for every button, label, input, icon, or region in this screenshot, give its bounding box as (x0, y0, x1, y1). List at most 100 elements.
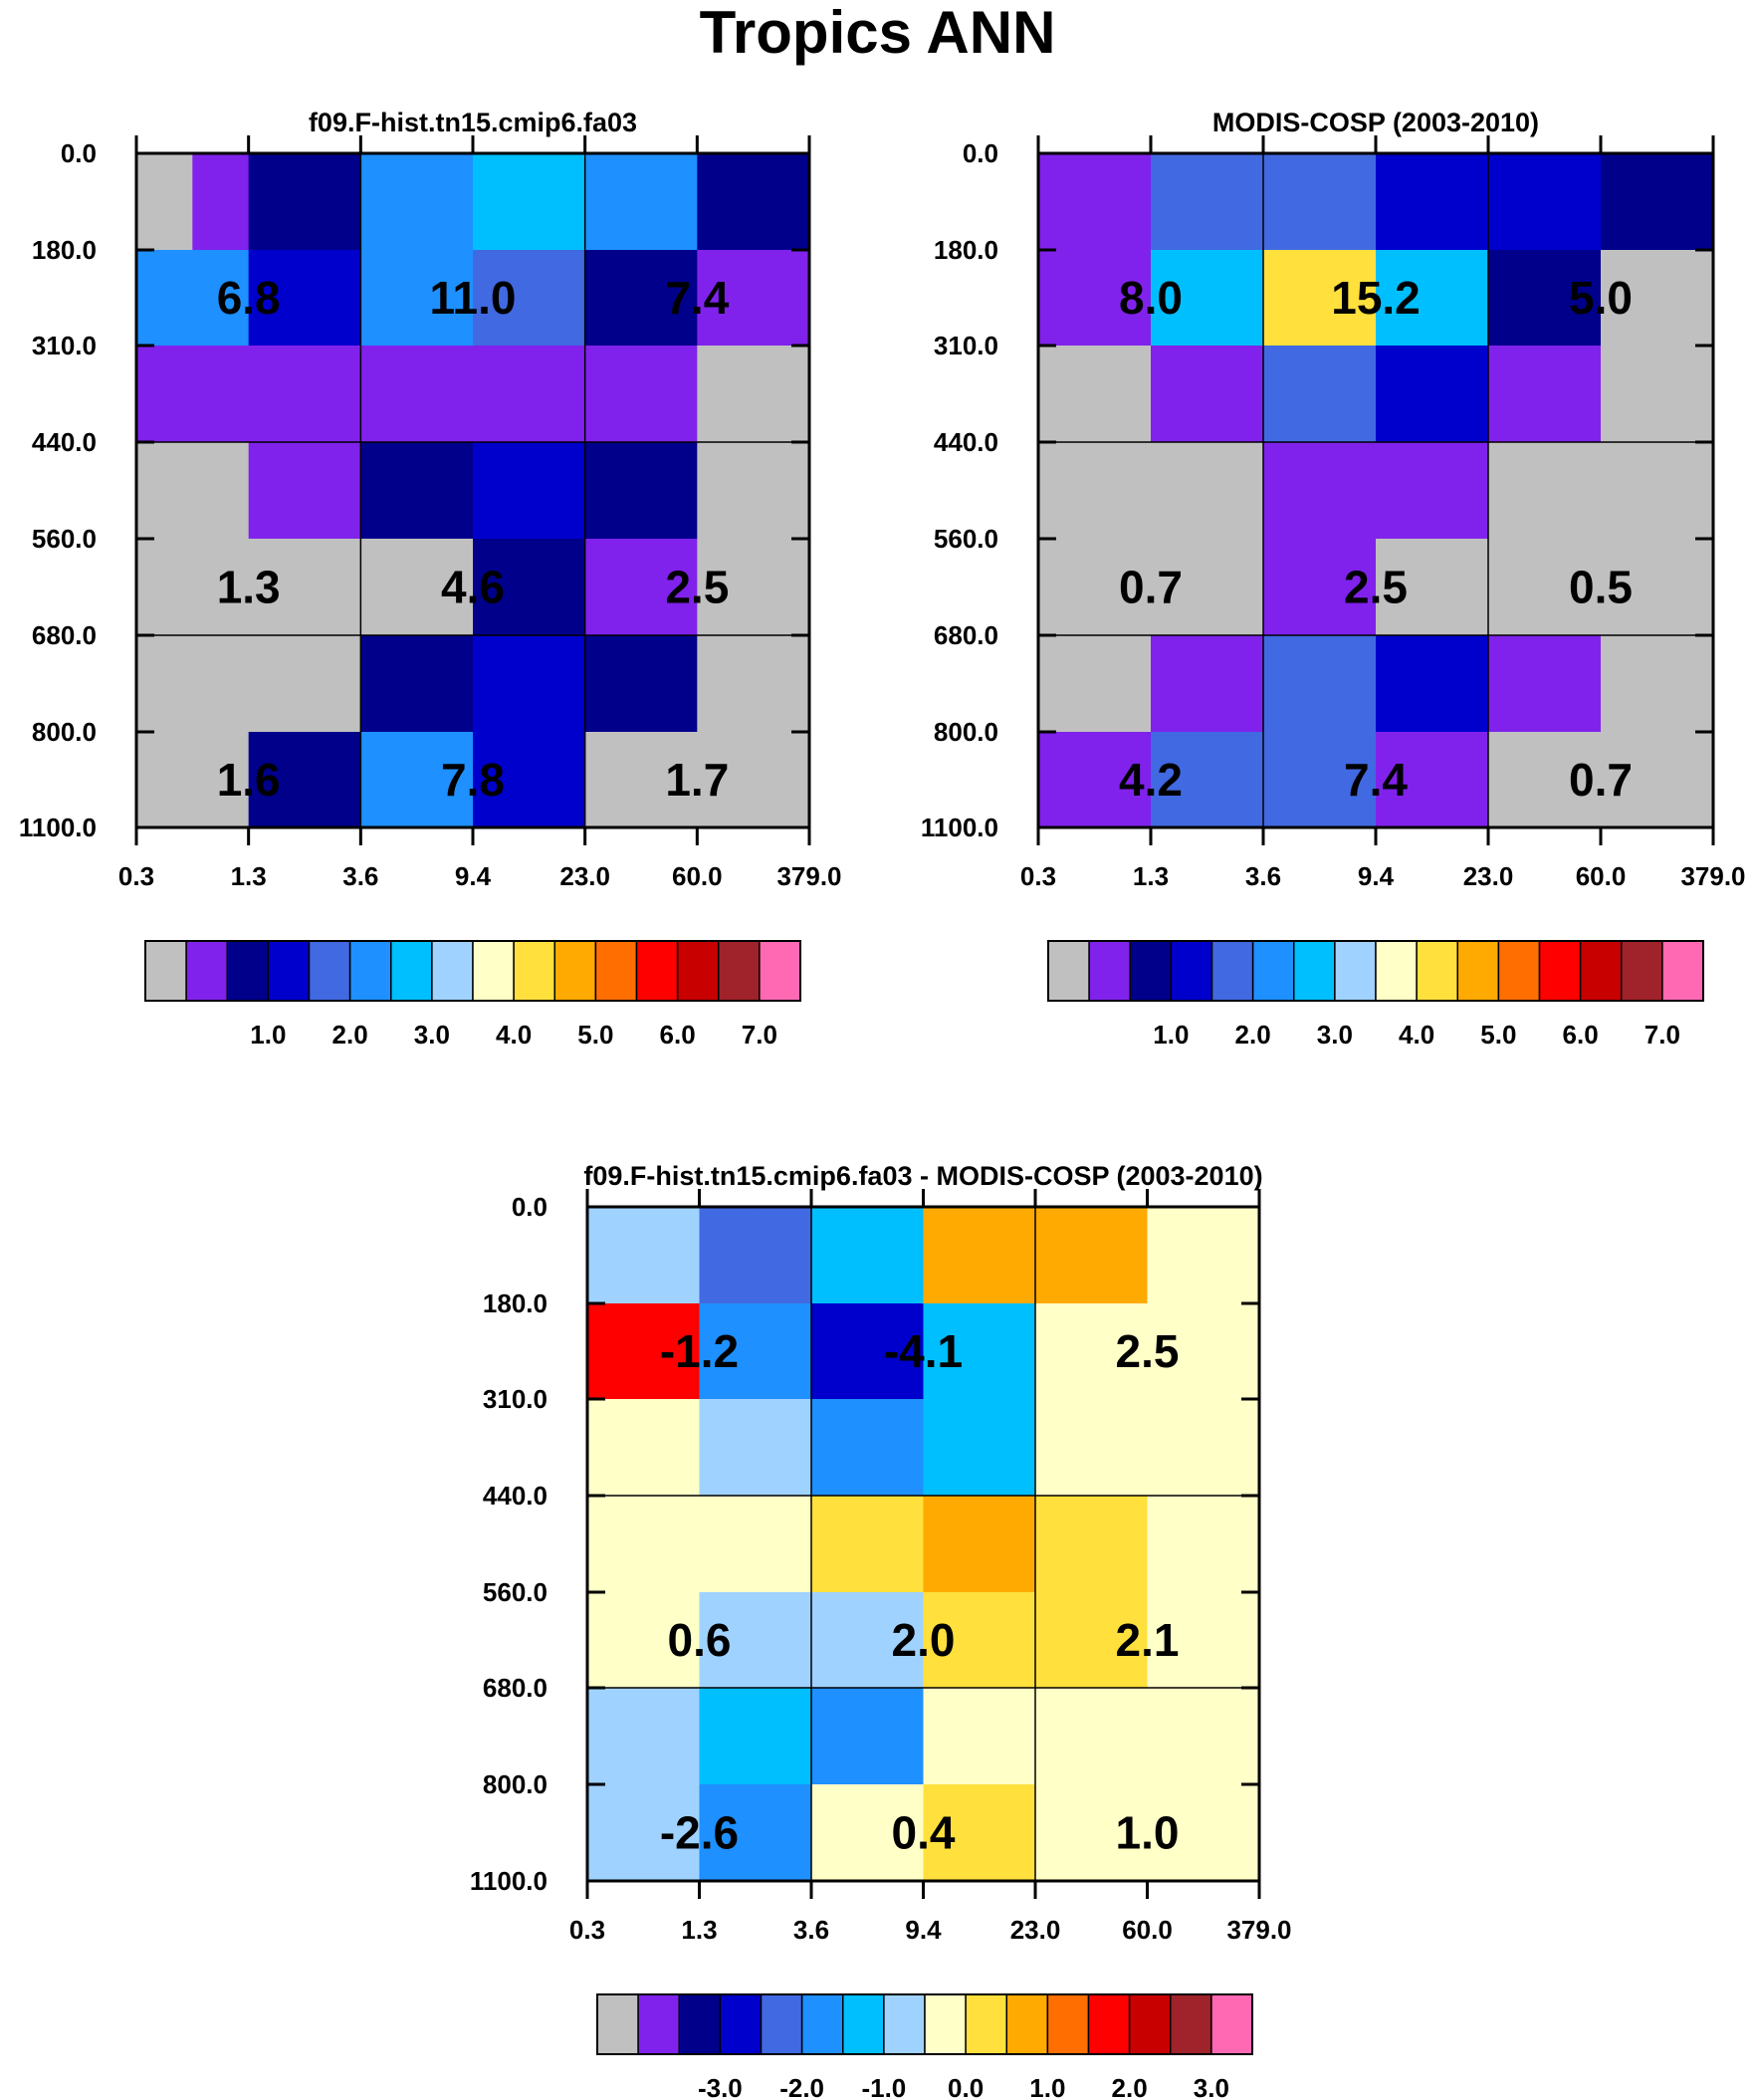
colorbar-swatch (637, 1993, 681, 2055)
histogram-cell (699, 1399, 757, 1497)
y-tick-label: 1100.0 (921, 813, 998, 842)
bin-value-label: 4.6 (441, 562, 505, 613)
x-tick-label: 23.0 (1010, 1915, 1061, 1945)
histogram-cell (1601, 732, 1658, 828)
y-tick-label: 0.0 (512, 1192, 548, 1222)
histogram-cell (584, 732, 642, 828)
panel-title: f09.F-hist.tn15.cmip6.fa03 - MODIS-COSP … (583, 1161, 1262, 1191)
bin-value-label: 5.0 (1569, 272, 1633, 324)
histogram-cell (1488, 346, 1546, 443)
histogram-cell (473, 732, 530, 828)
histogram-cell (305, 635, 361, 733)
y-tick-label: 680.0 (32, 620, 97, 650)
histogram-cell (1091, 1784, 1149, 1882)
histogram-cell (1488, 635, 1546, 733)
histogram-cell (643, 1592, 701, 1689)
colorbar-label: 7.0 (1645, 1020, 1680, 1050)
histogram-cell (473, 442, 530, 540)
x-tick-label: 1.3 (681, 1915, 717, 1945)
colorbar-swatch (1661, 940, 1704, 1002)
histogram-cell (699, 1303, 757, 1400)
histogram-cell (1151, 635, 1208, 733)
histogram-cell (643, 1784, 701, 1882)
histogram-cell (643, 1496, 701, 1593)
bin-value-label: 0.7 (1119, 562, 1183, 613)
colorbar-swatch (1456, 940, 1500, 1002)
histogram-cell (867, 1784, 925, 1882)
colorbar-swatch (1088, 940, 1132, 1002)
histogram-cell (1038, 635, 1096, 733)
histogram-cell (923, 1784, 981, 1882)
y-tick-label: 800.0 (934, 717, 998, 747)
bin-value-label: 1.6 (217, 754, 281, 806)
histogram-cell (923, 1303, 981, 1400)
histogram-cell (587, 1592, 644, 1689)
histogram-cell (979, 1399, 1036, 1497)
histogram-cell (1147, 1784, 1205, 1882)
y-tick-label: 180.0 (32, 235, 97, 265)
histogram-cell (1207, 250, 1264, 347)
histogram-cell (1544, 635, 1602, 733)
histogram-cell (1431, 250, 1489, 347)
colorbar-swatch (676, 940, 720, 1002)
histogram-cell (755, 1784, 812, 1882)
x-tick-label: 9.4 (1358, 861, 1395, 891)
histogram-cell (755, 1592, 812, 1689)
histogram-cell (1319, 635, 1377, 733)
x-tick-label: 379.0 (1226, 1915, 1291, 1945)
bin-value-label: 2.0 (892, 1614, 956, 1666)
histogram-cell (1035, 1688, 1092, 1785)
histogram-cell (1038, 732, 1096, 828)
y-tick-label: 560.0 (934, 524, 998, 554)
histogram-cell (1147, 1399, 1205, 1497)
histogram-cell (192, 442, 250, 540)
histogram-cell (1035, 1592, 1092, 1689)
histogram-cell (641, 250, 698, 347)
bin-value-label: 15.2 (1331, 272, 1421, 324)
histogram-cell (867, 1496, 925, 1593)
histogram-cell (529, 539, 586, 636)
histogram-cell (643, 1303, 701, 1400)
bin-value-label: 11.0 (430, 272, 517, 324)
colorbar-label: 3.0 (1317, 1020, 1353, 1050)
histogram-cell (587, 1688, 644, 1785)
histogram-cell (1038, 539, 1096, 636)
histogram-cell (1656, 732, 1714, 828)
obs-histogram-panel: MODIS-COSP (2003-2010) 0.0 180.0 310.0 440.0… (921, 108, 1746, 1050)
histogram-cell (641, 539, 698, 636)
histogram-cell (1094, 539, 1152, 636)
histogram-cell (1319, 346, 1377, 443)
colorbar-swatch (759, 940, 801, 1002)
histogram-cell (1656, 153, 1714, 251)
colorbar-swatch (1251, 940, 1295, 1002)
histogram-cell (1207, 635, 1264, 733)
colorbar-swatch (924, 1993, 967, 2055)
histogram-cell (529, 635, 586, 733)
histogram-cell (584, 250, 642, 347)
colorbar-swatch (1047, 940, 1090, 1002)
histogram-cell (641, 346, 698, 443)
histogram-cell (923, 1207, 981, 1304)
y-tick-label: 800.0 (483, 1769, 548, 1799)
histogram-cell (811, 1207, 868, 1304)
colorbar-label: 4.0 (496, 1020, 532, 1050)
colorbar-swatch (185, 940, 229, 1002)
histogram-cell (753, 250, 810, 347)
y-tick-label: 180.0 (483, 1288, 548, 1318)
bin-value-label: 2.5 (1344, 562, 1408, 613)
y-tick-label: 560.0 (32, 524, 97, 554)
histogram-cell (755, 1303, 812, 1400)
histogram-cell (753, 442, 810, 540)
histogram-cell (699, 1207, 757, 1304)
histogram-cell (1091, 1207, 1149, 1304)
histogram-cell (1035, 1399, 1092, 1497)
histogram-cell (584, 346, 642, 443)
y-tick-label: 180.0 (934, 235, 998, 265)
histogram-cell (867, 1207, 925, 1304)
histogram-cell (1094, 442, 1152, 540)
histogram-cell (1376, 635, 1433, 733)
histogram-cell (416, 250, 474, 347)
histogram-cell (1035, 1207, 1092, 1304)
histogram-cell (1431, 153, 1489, 251)
colorbar-swatch (1538, 940, 1582, 1002)
